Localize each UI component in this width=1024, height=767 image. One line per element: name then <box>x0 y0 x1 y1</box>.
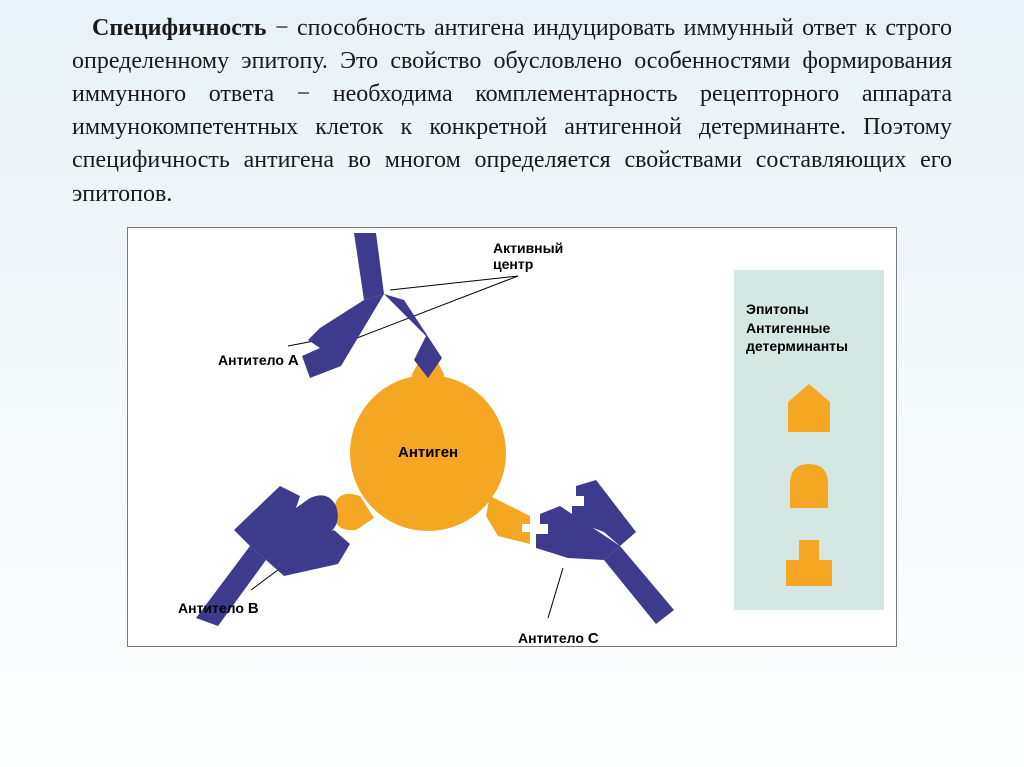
label-antigen: Антиген <box>398 444 458 461</box>
diagram-frame: Активный центр Антитело A Антитело B Ант… <box>127 227 897 647</box>
legend-box: Эпитопы Антигенные детерминанты <box>734 270 884 610</box>
antibody-c-shape <box>536 480 674 624</box>
label-active-center: Активный центр <box>493 240 563 274</box>
epitope-house-icon <box>784 382 834 434</box>
paragraph-body: − способность антигена индуцировать имму… <box>72 15 952 207</box>
label-antibody-c: Антитело C <box>518 614 599 649</box>
term-specificity: Специфичность <box>72 15 266 41</box>
epitope-arch-icon <box>784 460 834 510</box>
paragraph: Специфичность − способность антигена инд… <box>0 0 1024 227</box>
label-antibody-a: Антитело A <box>218 336 299 371</box>
antibody-a-shape <box>302 233 442 378</box>
epitope-castle-icon <box>782 536 836 588</box>
legend-title: Эпитопы Антигенные детерминанты <box>746 300 872 357</box>
label-antibody-b: Антитело B <box>178 584 259 619</box>
